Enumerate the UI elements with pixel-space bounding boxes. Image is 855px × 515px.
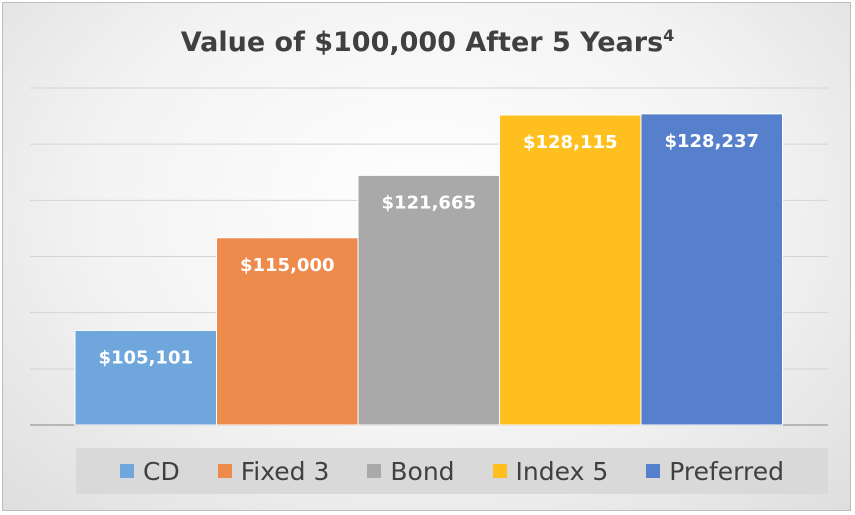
legend-label: Bond: [390, 456, 455, 486]
legend-item: CD: [120, 457, 180, 486]
bar-bond: [357, 174, 500, 426]
data-label: $128,115: [523, 132, 618, 153]
legend-item: Index 5: [492, 456, 609, 486]
legend: CD Fixed 3 Bond Index 5 Preferred: [76, 448, 828, 494]
data-label: $121,665: [381, 192, 476, 213]
chart-title-footnote: 4: [663, 26, 675, 45]
legend-swatch: [646, 464, 661, 478]
data-label: $115,000: [240, 255, 335, 276]
data-label: $105,101: [98, 347, 193, 368]
chart-title-text: Value of $100,000 After 5 Years: [180, 27, 664, 58]
legend-swatch: [217, 464, 232, 478]
bar-fixed-3: [216, 237, 359, 426]
legend-label: Preferred: [669, 456, 784, 486]
legend-swatch: [367, 464, 382, 478]
legend-item: Preferred: [646, 457, 784, 486]
bar-cd: [74, 329, 217, 426]
legend-label: Fixed 3: [240, 456, 330, 486]
legend-item: Fixed 3: [217, 456, 330, 486]
chart-title: Value of $100,000 After 5 Years4: [0, 26, 855, 58]
legend-item: Bond: [367, 456, 455, 486]
legend-label: CD: [143, 456, 180, 486]
data-label: $128,237: [664, 131, 759, 152]
bar-preferred: [640, 113, 783, 426]
bar-index-5: [499, 114, 642, 426]
legend-swatch: [120, 464, 135, 478]
legend-swatch: [492, 464, 507, 478]
legend-label: Index 5: [515, 456, 609, 486]
